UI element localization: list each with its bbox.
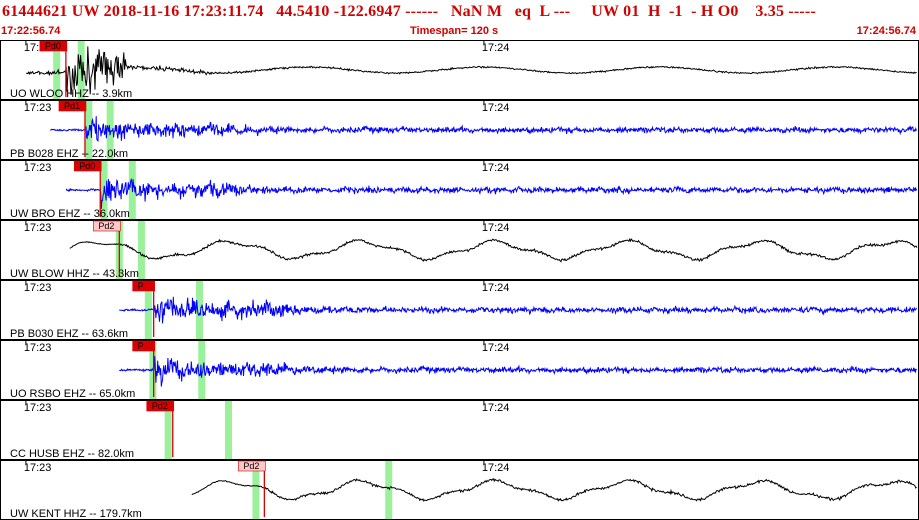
time-tick-label: 17:24 [482,162,510,174]
event-summary-title: 61444621 UW 2018-11-16 17:23:11.74 44.54… [2,3,816,20]
trace-row-border-uo-wloo [0,40,919,100]
station-label-uw-kent: UW KENT HHZ -- 179.7km [10,508,142,520]
station-label-uw-bro: UW BRO EHZ -- 36.0km [10,208,130,220]
phase-pick-label: P [138,341,144,351]
station-label-uo-rsbo: UO RSBO EHZ -- 65.0km [10,388,135,400]
end-time-label: 17:24:56.74 [856,25,916,37]
time-tick-label: 17:24 [482,342,510,354]
phase-pick-label: P [138,281,144,291]
start-time-label: 17:22:56.74 [1,25,61,37]
phase-pick-flag [93,220,121,232]
time-tick-label: 17:23 [24,462,52,474]
time-window-marker [137,221,145,279]
time-window-marker [149,341,157,399]
time-tick-label: 17:24 [482,462,510,474]
trace-row-border-cc-husb [0,400,919,460]
station-label-uw-blow: UW BLOW HHZ -- 43.3km [10,268,139,280]
phase-pick-flag [132,280,155,292]
phase-pick-flag [146,400,175,412]
phase-pick-label: Pd2 [243,461,259,471]
time-tick-label: 17:24 [482,42,510,54]
time-tick-label: 17:23 [24,402,52,414]
time-tick-label: 17:23 [24,222,52,234]
phase-pick-label: Pd0 [79,161,95,171]
station-label-pb-b030: PB B030 EHZ -- 63.6km [10,328,128,340]
station-label-cc-husb: CC HUSB EHZ -- 82.0km [10,448,134,460]
time-tick-label: 17:23 [24,102,52,114]
seismogram-traces-chart: 17:23 17:24 Pd0 UO WLOO HHZ -- 3.9km 17:23 17… [0,40,919,520]
waveform-trace-pb-b030 [119,296,918,324]
time-tick-label: 17:24 [482,222,510,234]
time-tick-label: 17:24 [482,402,510,414]
time-window-marker [164,401,172,459]
time-window-marker [385,461,393,519]
time-window-marker [198,341,206,399]
phase-pick-flag [132,340,155,352]
time-window-marker [224,401,232,459]
phase-pick-label: Pd2 [152,401,168,411]
phase-pick-flag [58,100,87,112]
time-window-marker [195,281,203,339]
seismogram-panel: 17:23 17:24 Pd0 UO WLOO HHZ -- 3.9km 17:23 17… [0,40,919,520]
phase-pick-flag [238,460,266,472]
time-tick-label: 17:24 [482,102,510,114]
station-label-uo-wloo: UO WLOO HHZ -- 3.9km [10,88,132,100]
time-window-marker [252,461,260,519]
waveform-trace-uo-rsbo [119,356,917,387]
time-window-marker [53,41,61,99]
timespan-label: Timespan= 120 s [410,25,499,37]
phase-pick-flag [73,160,102,172]
phase-pick-label: Pd2 [98,221,114,231]
waveform-trace-uo-wloo [26,46,917,95]
event-header: 61444621 UW 2018-11-16 17:23:11.74 44.54… [0,0,919,40]
waveform-trace-uw-blow [69,237,918,263]
time-tick-label: 17:23 [24,162,52,174]
waveform-trace-uw-kent [191,478,917,502]
time-tick-label: 17:23 [24,342,52,354]
waveform-trace-uw-bro [65,177,918,209]
phase-pick-label: Pd1 [64,101,80,111]
time-tick-label: 17:24 [482,282,510,294]
station-label-pb-b028: PB B028 EHZ -- 22.0km [10,148,128,160]
phase-pick-label: Pd0 [45,41,61,51]
phase-pick-flag [39,40,68,52]
waveform-trace-pb-b028 [50,116,917,142]
time-tick-label: 17:23 [24,282,52,294]
